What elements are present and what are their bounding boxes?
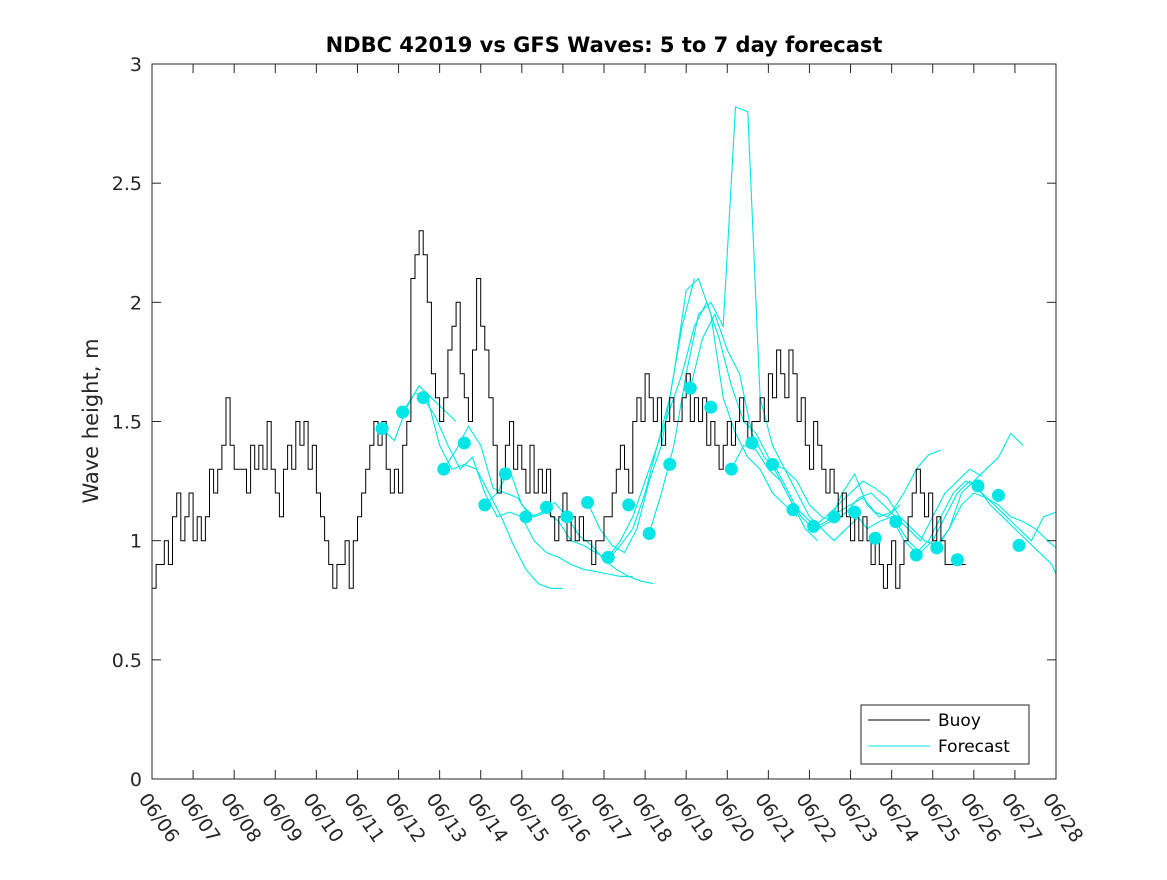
- forecast-marker: [971, 479, 985, 493]
- forecast-marker: [457, 436, 471, 450]
- forecast-marker: [704, 400, 718, 414]
- legend-buoy-label: Buoy: [938, 711, 981, 731]
- forecast-marker: [478, 498, 492, 512]
- forecast-marker: [827, 510, 841, 524]
- forecast-run-line-10: [772, 463, 983, 542]
- forecast-marker: [539, 500, 553, 514]
- forecast-marker: [848, 505, 862, 519]
- forecast-run-line-14: [936, 492, 1056, 549]
- forecast-marker: [416, 391, 430, 405]
- forecast-marker: [724, 462, 738, 476]
- forecast-marker: [663, 457, 677, 471]
- buoy-series-line: [152, 230, 966, 589]
- forecast-marker: [909, 548, 923, 562]
- forecast-marker: [560, 510, 574, 524]
- forecast-run-line-7: [648, 106, 860, 542]
- y-tick-label: 1.5: [112, 412, 142, 434]
- forecast-marker: [519, 510, 533, 524]
- legend: Buoy Forecast: [860, 704, 1030, 765]
- y-axis-label: Wave height, m: [79, 338, 103, 503]
- forecast-marker: [807, 519, 821, 533]
- forecast-marker: [950, 553, 964, 567]
- forecast-marker: [601, 550, 615, 564]
- forecast-marker: [642, 527, 656, 541]
- forecast-run-line-2: [422, 397, 633, 577]
- legend-box: [860, 704, 1030, 765]
- forecast-run-line-12: [854, 480, 1056, 575]
- forecast-marker: [745, 436, 759, 450]
- chart-title: NDBC 42019 vs GFS Waves: 5 to 7 day fore…: [326, 33, 883, 57]
- forecast-run-line-5: [587, 277, 798, 554]
- forecast-marker: [765, 457, 779, 471]
- forecast-marker: [498, 467, 512, 481]
- forecast-marker: [683, 381, 697, 395]
- forecast-marker: [375, 422, 389, 436]
- forecast-marker: [1012, 538, 1026, 552]
- forecast-marker: [930, 541, 944, 555]
- y-tick-label: 1: [130, 531, 142, 553]
- y-tick-label: 0.5: [112, 650, 142, 672]
- forecast-run-line-4: [484, 278, 695, 561]
- forecast-run-line-1: [402, 392, 563, 589]
- forecast-marker: [437, 462, 451, 476]
- forecast-marker: [889, 515, 903, 529]
- forecast-marker: [581, 496, 595, 510]
- y-tick-label: 2.5: [112, 173, 142, 195]
- forecast-marker: [786, 503, 800, 517]
- forecast-marker: [991, 488, 1005, 502]
- y-tick-label: 0: [130, 769, 142, 791]
- forecast-run-line-11: [813, 432, 1024, 547]
- forecast-marker: [868, 531, 882, 545]
- legend-forecast-label: Forecast: [938, 737, 1010, 757]
- forecast-marker: [622, 498, 636, 512]
- forecast-marker: [396, 405, 410, 419]
- y-tick-label: 3: [130, 54, 142, 76]
- y-tick-label: 2: [130, 292, 142, 314]
